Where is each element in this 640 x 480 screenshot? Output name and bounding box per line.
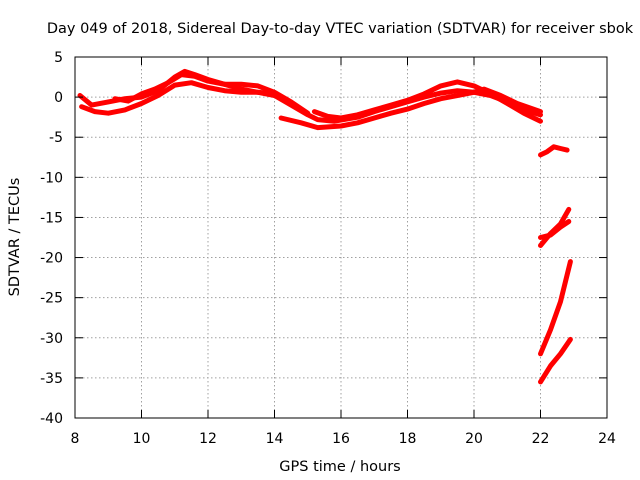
grid-lines [75,57,607,418]
y-tick-label: 0 [54,90,63,106]
series-line-arc-8 [538,206,572,248]
y-tick-label: -25 [40,291,63,307]
y-tick-label: -10 [40,170,63,186]
chart-title: Day 049 of 2018, Sidereal Day-to-day VTE… [47,21,634,37]
series-line-arc-2 [79,80,277,116]
x-tick-label: 12 [199,431,217,447]
y-tick-label: -5 [49,130,63,146]
tick-labels: 8 10 12 14 16 18 20 22 24 5 0 -5 -10 -15 -20 -25 -30 -35 -… [40,50,616,447]
x-tick-label: 14 [266,431,284,447]
y-tick-label: -15 [40,210,63,226]
series-line-arc-3 [112,72,311,116]
x-axis-label: GPS time / hours [279,459,400,475]
y-axis-label: SDTVAR / TECUs [7,178,23,297]
data-series [77,68,573,385]
x-tick-label: 8 [71,431,80,447]
series-line-arc-11 [538,336,573,385]
x-tick-label: 16 [332,431,350,447]
y-tick-label: -35 [40,371,63,387]
series-line-arc-7 [538,144,570,158]
x-tick-label: 24 [598,431,616,447]
y-tick-label: -40 [40,411,63,427]
x-tick-label: 22 [532,431,550,447]
series-line-arc-9 [538,219,572,240]
y-tick-label: -30 [40,331,63,347]
x-tick-label: 20 [465,431,483,447]
x-tick-label: 10 [133,431,151,447]
axis-ticks [74,56,608,419]
y-tick-label: -20 [40,251,63,267]
y-tick-label: 5 [54,50,63,66]
series-line-arc-6 [311,79,543,124]
x-tick-label: 18 [399,431,417,447]
series-line-arc-10 [538,259,573,357]
